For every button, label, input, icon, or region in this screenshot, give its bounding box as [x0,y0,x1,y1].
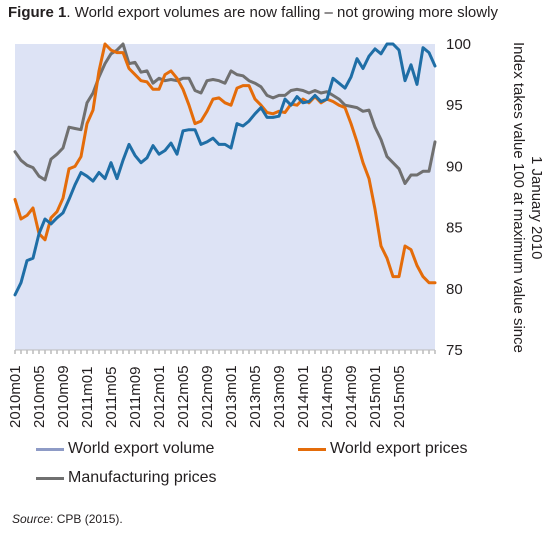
legend-swatch-world-export-volume [36,447,64,451]
series-lines [13,42,437,297]
legend-swatch-manufacturing-prices [36,476,64,480]
x-tick-label: 2013m09 [271,365,288,428]
x-axis-ticks [14,350,436,354]
figure-title: Figure 1. World export volumes are now f… [8,4,498,21]
y-tick-label: 75 [446,342,463,359]
x-tick-label: 2013m05 [247,365,264,428]
x-tick-label: 2014m01 [295,365,312,428]
legend-label-world-export-prices: World export prices [330,440,468,457]
figure-title-text: . World export volumes are now falling –… [66,4,498,21]
x-tick-label: 2012m01 [151,365,168,428]
x-tick-label: 2011m01 [79,367,96,428]
x-tick-label: 2011m05 [103,367,120,428]
x-tick-label: 2014m09 [343,365,360,428]
y-axis-label-line-1: Index takes value 100 at maximum value s… [510,42,527,353]
plot-area [15,44,435,350]
x-tick-label: 2012m09 [199,365,216,428]
x-tick-label: 2011m09 [127,367,144,428]
x-tick-label: 2014m05 [319,365,336,428]
y-axis-label-container: Index takes value 100 at maximum value s… [504,38,548,398]
legend-swatch-world-export-prices [298,447,326,451]
source-label: Source [12,512,51,526]
x-tick-label: 2015m01 [367,365,384,428]
x-axis-tick-labels: 2010m01 2010m05 2010m09 2011m01 2011m05 2011m… [7,365,408,428]
series-line-manufacturing-prices [13,42,437,185]
legend-label-world-export-volume: World export volume [68,440,215,457]
legend-label-manufacturing-prices: Manufacturing prices [68,469,217,486]
x-tick-label: 2010m09 [55,365,72,428]
y-tick-label: 100 [446,36,471,53]
x-tick-label: 2013m01 [223,365,240,428]
x-tick-label: 2010m01 [7,365,24,428]
series-line-world-export-volume [13,42,437,297]
legend-item-world-export-volume: World export volume [36,440,214,458]
y-axis-tick-labels: 75 80 85 90 95 100 [446,36,471,359]
series-line-world-export-prices [13,42,437,285]
x-tick-label: 2015m05 [391,365,408,428]
y-tick-label: 80 [446,281,463,298]
source-text: : CPB (2015). [50,512,123,526]
y-tick-label: 85 [446,220,463,237]
source-note: Source: CPB (2015). [12,512,123,526]
legend-item-world-export-prices: World export prices [298,440,468,458]
figure-label: Figure 1 [8,4,67,21]
y-tick-label: 95 [446,97,463,114]
y-axis-label-line-2: 1 January 2010 [528,156,545,259]
y-tick-label: 90 [446,158,463,175]
legend-item-manufacturing-prices: Manufacturing prices [36,469,217,487]
x-tick-label: 2012m05 [175,365,192,428]
x-tick-label: 2010m05 [31,365,48,428]
